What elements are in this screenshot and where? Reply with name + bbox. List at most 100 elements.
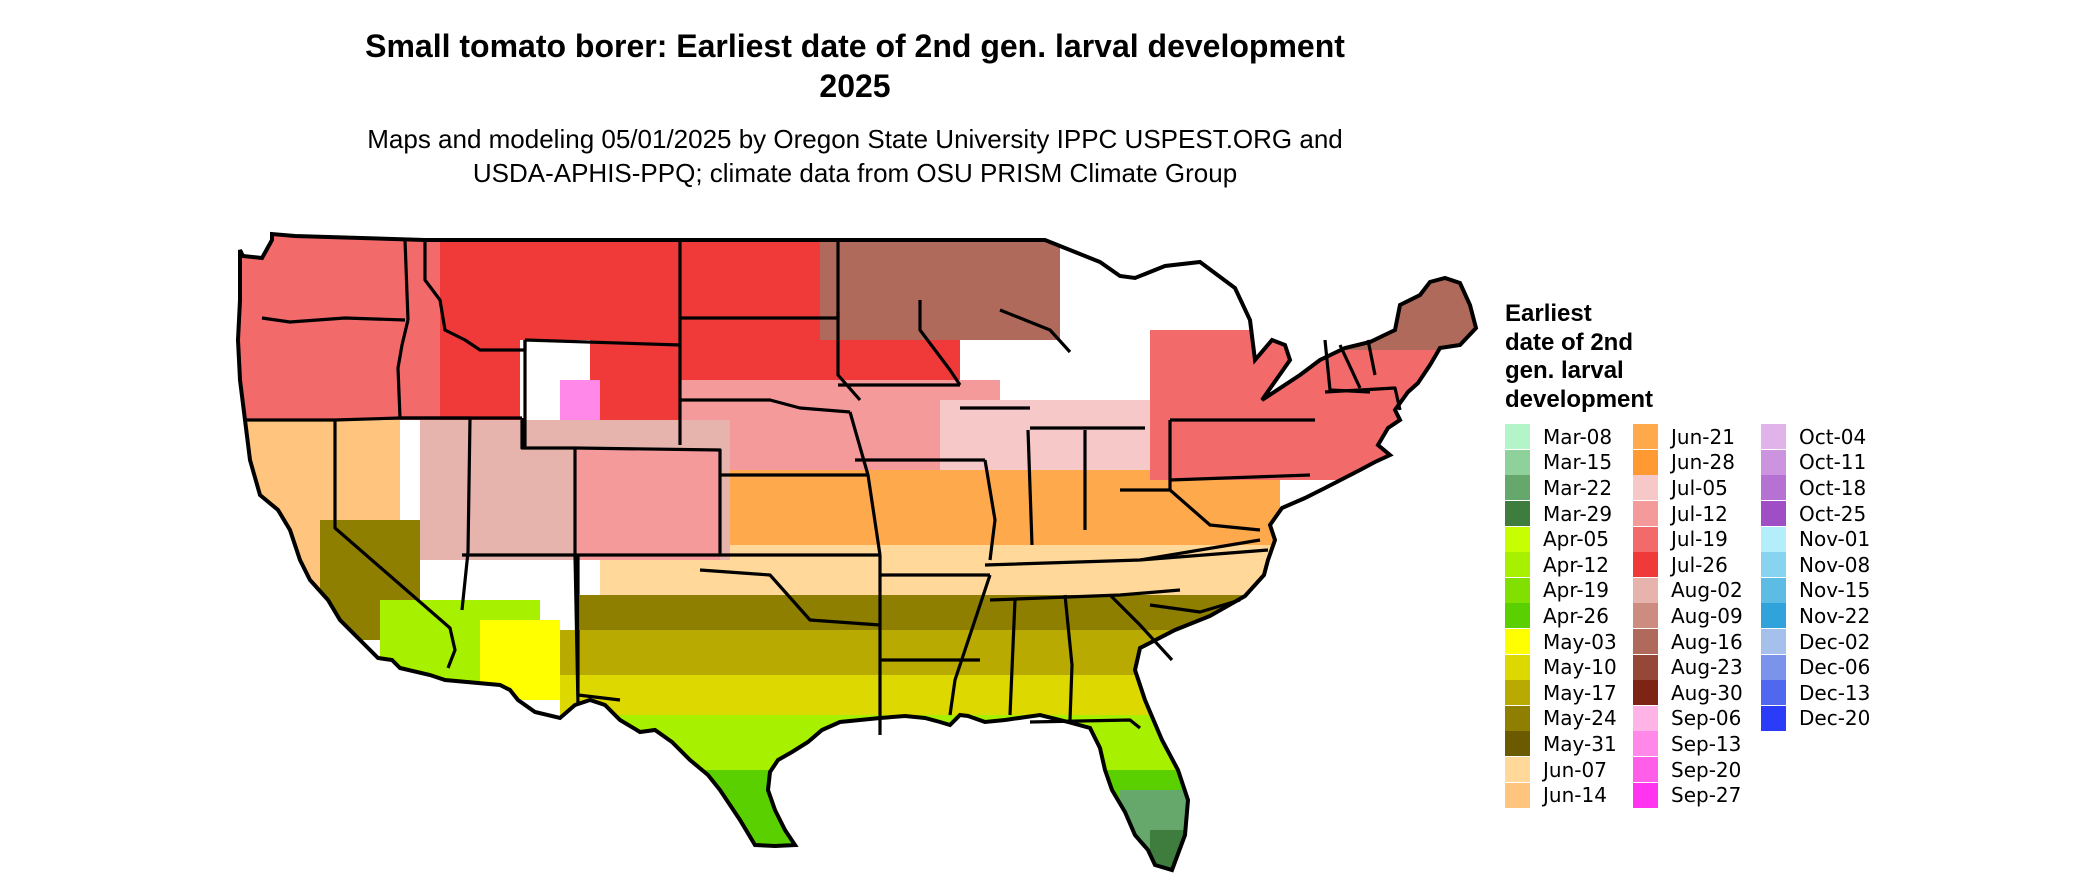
legend-item: Nov-08 bbox=[1761, 552, 1870, 578]
legend-item: Oct-11 bbox=[1761, 449, 1870, 476]
legend-item: Apr-12 bbox=[1505, 552, 1617, 578]
legend-swatch bbox=[1761, 654, 1786, 680]
border-ne-ia-mo bbox=[848, 411, 882, 556]
legend-swatch bbox=[1761, 629, 1786, 655]
legend-label: Mar-08 bbox=[1543, 424, 1613, 449]
legend-swatch bbox=[1761, 680, 1786, 706]
border-nv-ut bbox=[460, 417, 472, 611]
legend-label: Oct-18 bbox=[1799, 475, 1867, 500]
legend-label: May-17 bbox=[1543, 680, 1617, 705]
border-mn-wi bbox=[918, 300, 962, 386]
legend-swatch bbox=[1761, 475, 1786, 501]
legend-label: May-24 bbox=[1543, 706, 1617, 731]
border-va-nc bbox=[1139, 548, 1269, 562]
region-mid-south bbox=[700, 470, 1280, 560]
legend-title-line: gen. larval bbox=[1505, 357, 1624, 384]
legend-label: Mar-15 bbox=[1543, 450, 1613, 475]
legend-item: Jul-12 bbox=[1633, 501, 1743, 527]
legend-swatch bbox=[1505, 654, 1530, 680]
legend-label: Jul-19 bbox=[1671, 527, 1728, 552]
region-arizona-lowland bbox=[480, 620, 560, 700]
legend-swatch bbox=[1505, 757, 1530, 783]
legend-label: Aug-16 bbox=[1671, 629, 1743, 654]
legend-label: Jul-12 bbox=[1671, 501, 1728, 526]
legend-label: Apr-19 bbox=[1543, 578, 1609, 603]
legend-swatch bbox=[1633, 501, 1658, 527]
border-ca-nv bbox=[333, 420, 457, 669]
legend-swatch bbox=[1761, 577, 1786, 603]
legend-item: Mar-22 bbox=[1505, 475, 1617, 501]
legend-swatch bbox=[1761, 705, 1786, 731]
subtitle-line-2: USDA-APHIS-PPQ; climate data from OSU PR… bbox=[472, 158, 1238, 188]
legend-item: Aug-02 bbox=[1633, 577, 1743, 604]
legend-swatch bbox=[1633, 475, 1658, 501]
border-me-nh bbox=[1366, 339, 1377, 376]
legend-label: Aug-02 bbox=[1671, 578, 1743, 603]
border-or-id bbox=[396, 319, 410, 419]
legend-label: Jun-07 bbox=[1543, 757, 1607, 782]
legend-item: Aug-30 bbox=[1633, 680, 1743, 706]
legend-label: Nov-15 bbox=[1799, 578, 1871, 603]
legend-swatch bbox=[1505, 449, 1530, 475]
legend-item: Nov-15 bbox=[1761, 577, 1871, 604]
legend-label: Jul-05 bbox=[1671, 475, 1728, 500]
legend-swatch bbox=[1633, 782, 1658, 808]
legend-swatch bbox=[1761, 449, 1786, 475]
border-ok-tx bbox=[699, 568, 881, 627]
legend-swatch bbox=[1761, 526, 1786, 552]
region-new-england-north bbox=[1340, 260, 1476, 350]
legend-item: Jun-21 bbox=[1633, 424, 1743, 450]
legend-label: Nov-22 bbox=[1799, 603, 1871, 628]
border-ma-south bbox=[1324, 386, 1402, 411]
legend-column-1: Mar-08 Mar-15 Mar-22 Mar-29 Apr-05 Apr-12 Apr-… bbox=[1505, 424, 1617, 808]
legend-label: May-03 bbox=[1543, 629, 1617, 654]
border-pa-south bbox=[1169, 473, 1311, 482]
border-ut-wy bbox=[520, 418, 575, 450]
legend-swatch bbox=[1505, 782, 1530, 808]
legend-swatch bbox=[1505, 526, 1530, 552]
border-al-ga bbox=[1063, 594, 1074, 721]
border-nm-tx bbox=[576, 555, 621, 702]
legend-swatch bbox=[1633, 680, 1658, 706]
legend-item: May-17 bbox=[1505, 680, 1617, 706]
legend-label: Apr-12 bbox=[1543, 552, 1609, 577]
phenology-fill bbox=[238, 234, 1476, 870]
region-deep-south-north bbox=[580, 595, 1280, 635]
legend-item: Sep-27 bbox=[1633, 782, 1743, 808]
border-sd-ne bbox=[680, 398, 851, 414]
legend-label: Aug-23 bbox=[1671, 655, 1743, 680]
legend-label: Jul-26 bbox=[1671, 552, 1728, 577]
legend-swatch bbox=[1633, 424, 1658, 450]
legend-item: Nov-22 bbox=[1761, 603, 1870, 629]
legend-swatch bbox=[1505, 577, 1530, 603]
legend-item: Mar-08 bbox=[1505, 424, 1617, 450]
region-gulf-coast-tip bbox=[700, 770, 1200, 870]
border-id-mt bbox=[423, 240, 527, 352]
legend-item: May-03 bbox=[1505, 629, 1617, 655]
legend-swatch bbox=[1633, 654, 1658, 680]
legend-item: Jun-14 bbox=[1505, 782, 1617, 808]
border-mt-wy bbox=[524, 338, 681, 347]
legend-swatch bbox=[1633, 603, 1658, 629]
legend-label: Jun-14 bbox=[1543, 783, 1607, 808]
title-line-1: Small tomato borer: Earliest date of 2nd… bbox=[365, 28, 1345, 64]
border-ga-sc bbox=[1108, 593, 1174, 662]
title-line-2: 2025 bbox=[819, 68, 891, 104]
legend-label: May-31 bbox=[1543, 731, 1617, 756]
legend-swatch bbox=[1761, 424, 1786, 450]
legend-item: Nov-01 bbox=[1761, 526, 1870, 552]
legend-item: Dec-20 bbox=[1761, 705, 1870, 732]
region-alpine-pockets bbox=[560, 380, 600, 420]
legend-item: Dec-02 bbox=[1761, 629, 1870, 655]
legend-item: Jul-26 bbox=[1633, 552, 1743, 578]
border-il-in bbox=[1026, 429, 1034, 546]
legend-item: Mar-29 bbox=[1505, 501, 1617, 527]
legend-item: Oct-25 bbox=[1761, 501, 1870, 527]
map-title: Small tomato borer: Earliest date of 2nd… bbox=[320, 26, 1390, 106]
legend-swatch bbox=[1505, 705, 1530, 731]
legend-label: Jun-21 bbox=[1671, 424, 1735, 449]
legend-swatch bbox=[1761, 603, 1786, 629]
legend-item: Jun-28 bbox=[1633, 449, 1743, 476]
legend-item: Sep-13 bbox=[1633, 731, 1743, 757]
